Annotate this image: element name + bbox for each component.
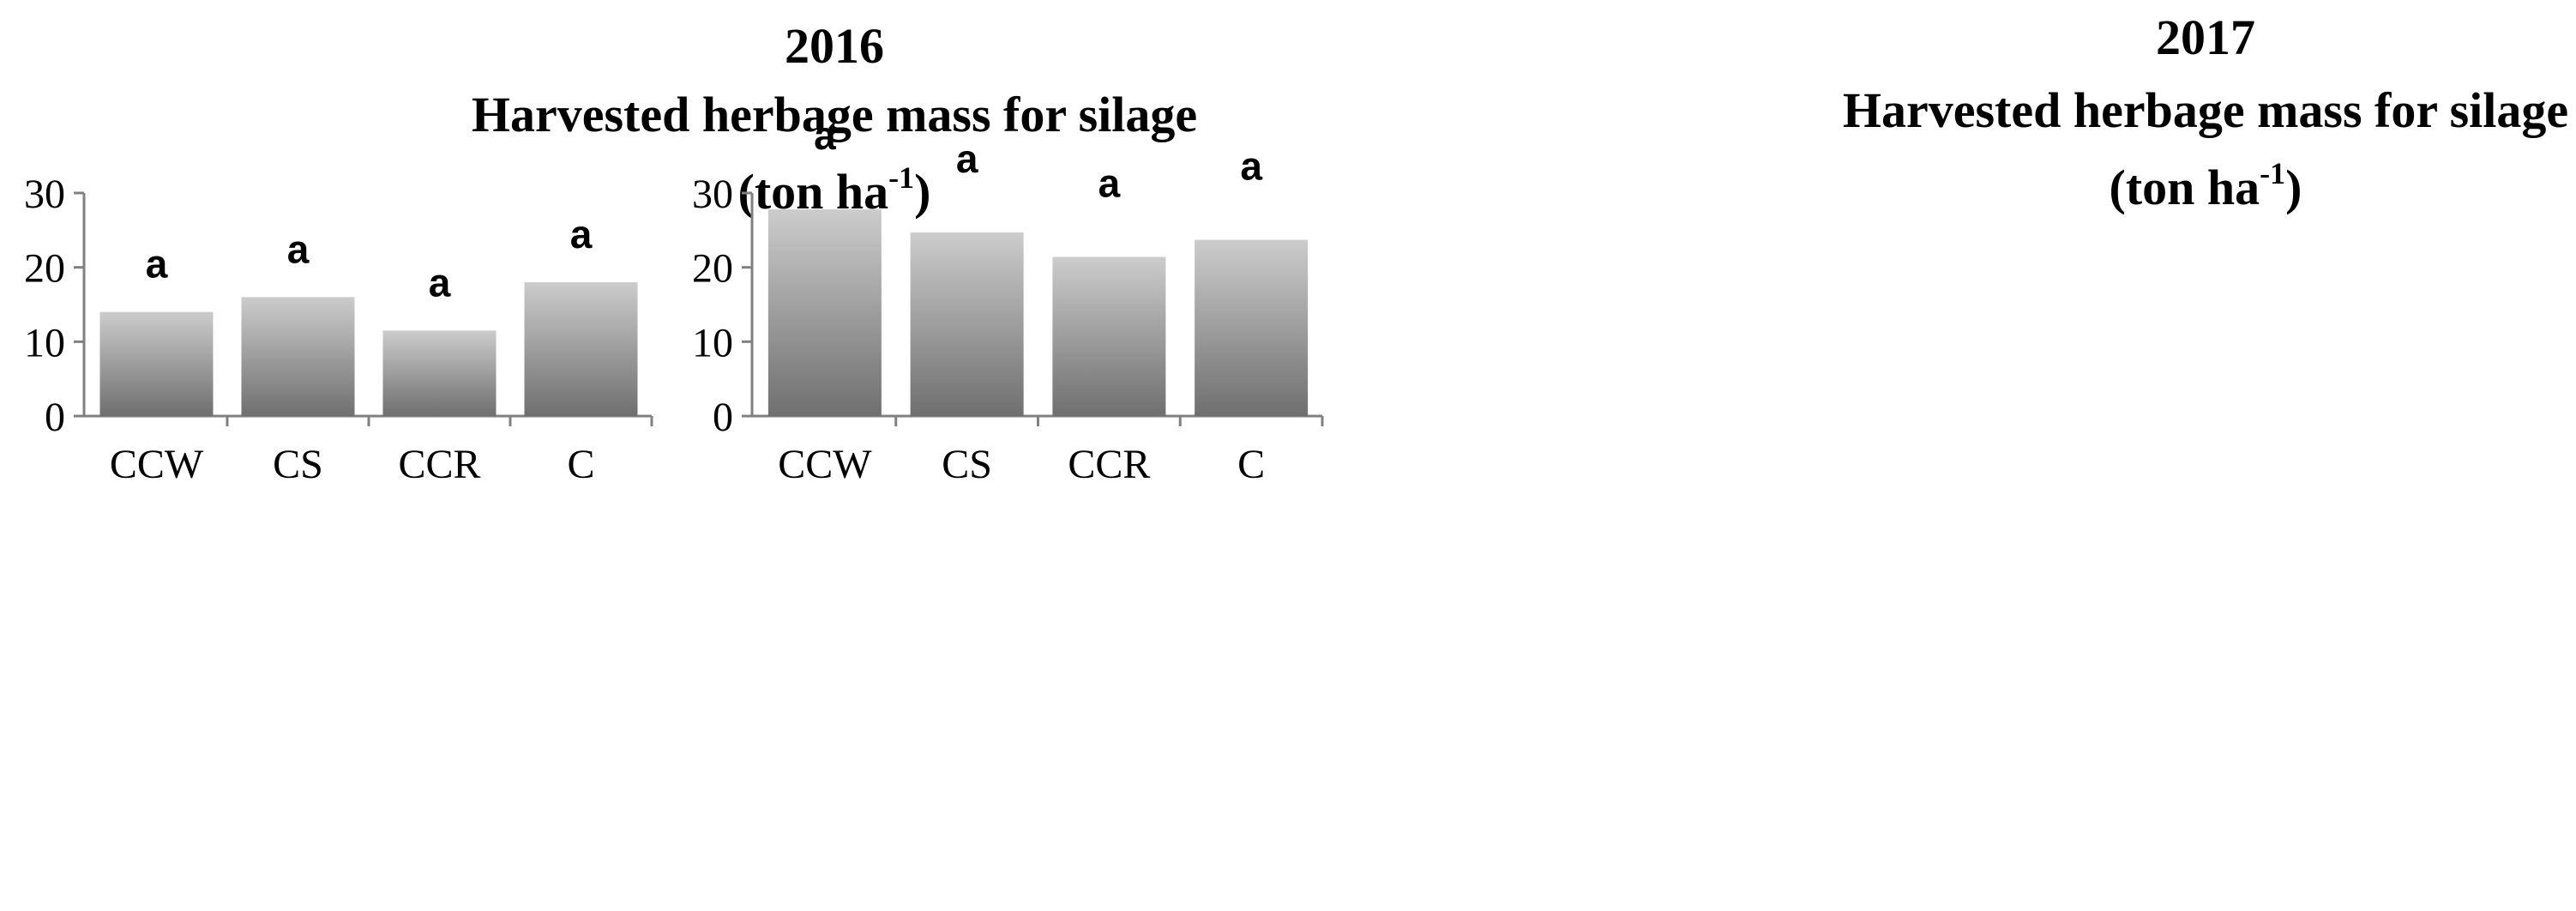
x-tick-label: CCW (778, 442, 872, 487)
chart-title: 2017 (2156, 9, 2255, 65)
significance-letter: a (814, 113, 836, 158)
y-tick-label: 0 (45, 395, 65, 440)
chart-title: 2016 (785, 18, 884, 74)
y-tick-label: 20 (24, 246, 65, 292)
bar-ccw (767, 209, 882, 416)
bar-ccw (99, 311, 214, 416)
x-tick-label: C (567, 442, 594, 487)
y-tick-label: 10 (692, 320, 733, 365)
bar-c (524, 282, 638, 416)
x-tick-label: CCR (398, 442, 480, 487)
significance-letter: a (956, 136, 978, 181)
bar-cs (910, 232, 1024, 416)
x-tick-label: CS (273, 442, 323, 487)
bar-cs (241, 297, 355, 416)
bar-c (1195, 239, 1309, 416)
y-tick-label: 10 (24, 320, 65, 365)
significance-letter: a (570, 212, 593, 256)
significance-letter: a (287, 226, 310, 271)
y-tick-label: 30 (692, 172, 733, 217)
bar-ccr (382, 330, 497, 416)
x-tick-label: CCW (110, 442, 204, 487)
significance-letter: a (1240, 144, 1262, 189)
chart-2016: 2016 Harvested herbage mass for silage (… (24, 18, 1197, 487)
x-tick-label: CS (942, 442, 992, 487)
significance-letter: a (1098, 161, 1121, 206)
significance-letter: a (429, 260, 451, 305)
x-tick-label: C (1237, 442, 1265, 487)
plot-area: 0 10 20 30 CCW a CS a CCR a Ca (692, 113, 1324, 487)
y-tick-label: 30 (24, 172, 65, 217)
chart-subtitle: Harvested herbage mass for silage (1843, 82, 2568, 138)
x-tick-label: CCR (1068, 442, 1150, 487)
chart-2017: 2017 Harvested herbage mass for silage (… (692, 9, 2568, 487)
chart-unit: (ton ha-1) (2110, 156, 2302, 215)
y-tick-label: 20 (692, 246, 733, 292)
bar-ccr (1052, 256, 1166, 416)
chart-subtitle: Harvested herbage mass for silage (472, 87, 1197, 142)
significance-letter: a (146, 242, 168, 287)
y-tick-label: 0 (713, 395, 733, 440)
plot-area: 0 10 20 30 CCW a CS a CCR a Ca (24, 172, 653, 487)
